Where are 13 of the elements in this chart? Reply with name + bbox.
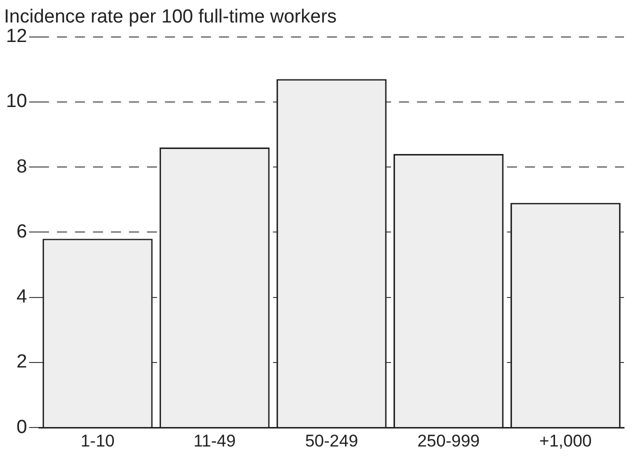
y-tick-label: 10 [6,91,28,112]
y-tick-label: 2 [16,352,28,373]
x-tick-label: 1-10 [80,431,115,450]
x-tick-label: 11-49 [193,431,236,450]
y-tick-label: 4 [16,286,28,308]
y-tick-label: 8 [16,156,28,178]
x-tick-label: 250-999 [417,431,480,450]
x-tick-label: 50-249 [305,431,358,450]
y-tick-label: 0 [16,416,28,438]
y-tick-label: 12 [6,26,28,48]
chart-title: Incidence rate per 100 full-time workers [4,6,337,28]
x-tick-label: +1,000 [539,431,592,450]
y-tick-label: 6 [16,221,28,242]
